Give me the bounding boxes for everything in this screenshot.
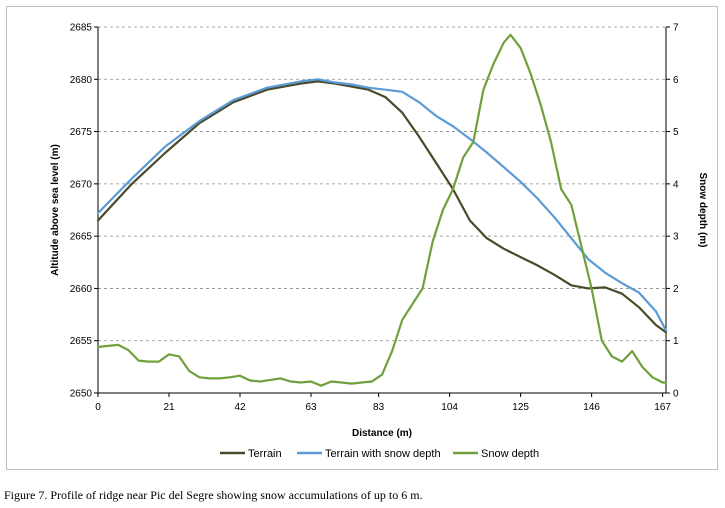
x-tick-label: 167 bbox=[654, 402, 671, 413]
figure-caption: Figure 7. Profile of ridge near Pic del … bbox=[4, 488, 423, 502]
y-axis-right-title: Snow depth (m) bbox=[697, 173, 708, 248]
y-axis-left-title: Altitude above sea level (m) bbox=[50, 144, 61, 276]
series-line-snow-depth bbox=[96, 33, 668, 387]
y-left-tick-label: 2680 bbox=[70, 75, 93, 86]
series-line-terrain bbox=[96, 80, 668, 334]
axes bbox=[94, 26, 670, 397]
x-axis-title: Distance (m) bbox=[352, 428, 412, 439]
y-left-tick-label: 2655 bbox=[70, 336, 93, 347]
series-lines bbox=[96, 33, 668, 387]
y-right-tick-label: 1 bbox=[673, 336, 679, 347]
y-right-tick-label: 0 bbox=[673, 389, 679, 400]
y-left-tick-label: 2670 bbox=[70, 179, 93, 190]
legend-label: Terrain bbox=[248, 448, 282, 460]
x-tick-label: 0 bbox=[95, 402, 101, 413]
y-right-tick-label: 3 bbox=[673, 232, 679, 243]
chart-svg: 2650 2655 2660 2665 2670 2675 2680 2685 0 1 2 3 4 5 6 7… bbox=[50, 23, 708, 461]
y-left-tick-label: 2650 bbox=[70, 389, 93, 400]
x-tick-label: 104 bbox=[441, 402, 458, 413]
tick-labels: 2650 2655 2660 2665 2670 2675 2680 2685 0 1 2 3 4 5 6 7… bbox=[70, 23, 679, 414]
x-tick-label: 42 bbox=[234, 402, 246, 413]
series-line-terrain-with-snow-depth bbox=[96, 78, 668, 332]
legend: Terrain Terrain with snow depth Snow depth bbox=[220, 448, 539, 460]
y-left-tick-label: 2685 bbox=[70, 23, 93, 34]
x-tick-label: 146 bbox=[583, 402, 600, 413]
x-tick-label: 83 bbox=[373, 402, 385, 413]
x-tick-label: 63 bbox=[305, 402, 317, 413]
legend-label: Terrain with snow depth bbox=[325, 448, 441, 460]
x-tick-label: 21 bbox=[163, 402, 175, 413]
y-left-tick-label: 2660 bbox=[70, 284, 93, 295]
gridlines bbox=[98, 26, 666, 342]
y-right-tick-label: 2 bbox=[673, 284, 679, 295]
y-right-tick-label: 7 bbox=[673, 23, 679, 34]
y-right-tick-label: 6 bbox=[673, 75, 679, 86]
y-right-tick-label: 5 bbox=[673, 127, 679, 138]
y-right-tick-label: 4 bbox=[673, 179, 679, 190]
legend-label: Snow depth bbox=[481, 448, 539, 460]
y-left-tick-label: 2675 bbox=[70, 127, 93, 138]
x-tick-label: 125 bbox=[512, 402, 529, 413]
chart-frame: 2650 2655 2660 2665 2670 2675 2680 2685 0 1 2 3 4 5 6 7… bbox=[6, 6, 718, 470]
y-left-tick-label: 2665 bbox=[70, 232, 93, 243]
